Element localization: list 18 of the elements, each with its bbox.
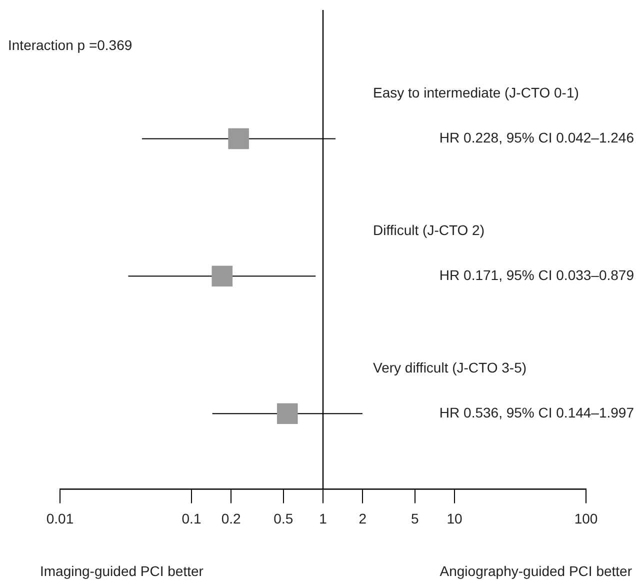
x-tick-label: 1 [319,510,328,526]
y-tick-label: Easy to intermediate (J-CTO 0-1) [373,84,579,101]
x-tick-label: 0.5 [274,510,294,526]
x-tick-label: 0.01 [46,510,74,526]
x-tick-label: 100 [574,510,598,526]
x-tick-label: 0.2 [221,510,242,526]
annotation: HR 0.171, 95% CI 0.033–0.879 [439,267,634,284]
text: Angiography-guided PCI better [440,562,632,579]
annotation: HR 0.228, 95% CI 0.042–1.246 [439,130,634,146]
text: Imaging-guided PCI better [40,562,204,579]
annotation: Interaction p =0.369 [8,36,132,53]
y-tick-label: Very difficult (J-CTO 3-5) [373,359,527,376]
x-tick-label: 10 [446,510,462,526]
x-tick-label: 0.1 [182,510,202,526]
annotation: HR 0.536, 95% CI 0.144–1.997 [439,404,634,420]
x-tick-label: 5 [411,510,420,526]
y-tick-label: Difficult (J-CTO 2) [373,222,484,238]
x-tick-label: 2 [358,510,367,526]
